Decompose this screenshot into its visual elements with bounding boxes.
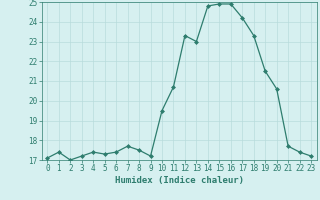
- X-axis label: Humidex (Indice chaleur): Humidex (Indice chaleur): [115, 176, 244, 185]
